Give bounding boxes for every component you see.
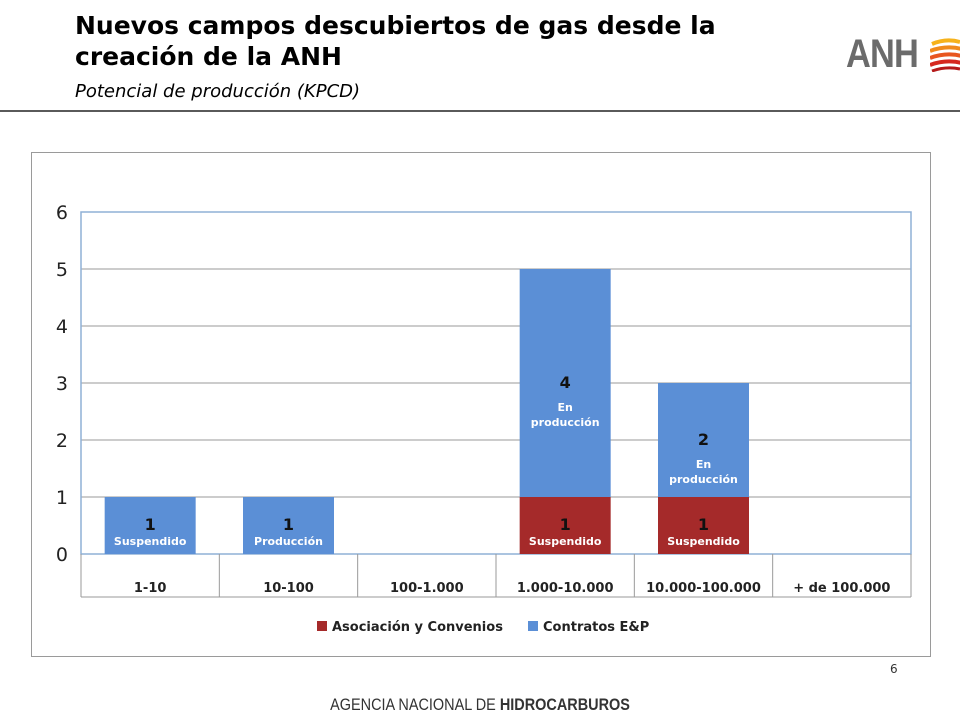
chart-container: 0 1 2 3 4 5 6 1-10 10-100 100-1.000 1.000-10.000 10… bbox=[31, 152, 931, 657]
stacked-bar-chart: 0 1 2 3 4 5 6 1-10 10-100 100-1.000 1.000-10.000 10… bbox=[56, 202, 912, 635]
x-tick-label: 1.000-10.000 bbox=[517, 581, 614, 596]
y-tick-label: 0 bbox=[56, 544, 68, 566]
footer-brand-regular: AGENCIA NACIONAL DE bbox=[330, 695, 500, 714]
footer-brand-bold: HIDROCARBUROS bbox=[499, 695, 630, 714]
data-label: 1 bbox=[698, 515, 709, 534]
y-tick-label: 5 bbox=[56, 259, 68, 281]
data-label: 1 bbox=[560, 515, 571, 534]
bar-note-line: producción bbox=[531, 416, 600, 429]
bar-note: Producción bbox=[254, 535, 323, 548]
bar-note: Suspendido bbox=[529, 535, 602, 548]
y-tick-label: 1 bbox=[56, 487, 68, 509]
bar-segment bbox=[658, 383, 749, 497]
page-title: Nuevos campos descubiertos de gas desde … bbox=[75, 11, 716, 71]
bar-segment bbox=[243, 497, 334, 554]
data-label: 1 bbox=[283, 515, 294, 534]
x-tick-label: 10-100 bbox=[263, 581, 314, 596]
bar-note-line: En bbox=[696, 458, 711, 471]
legend-label: Asociación y Convenios bbox=[332, 620, 503, 635]
x-tick-label: 100-1.000 bbox=[390, 581, 464, 596]
page-number: 6 bbox=[890, 662, 898, 676]
data-label: 1 bbox=[145, 515, 156, 534]
bar-segment bbox=[658, 497, 749, 554]
data-label: 2 bbox=[698, 430, 709, 449]
header-divider bbox=[0, 110, 960, 112]
legend-swatch bbox=[317, 621, 327, 631]
bar-note: Suspendido bbox=[114, 535, 187, 548]
y-tick-label: 4 bbox=[56, 316, 68, 338]
bar-segment bbox=[104, 497, 196, 554]
data-label: 4 bbox=[560, 373, 571, 392]
legend-label: Contratos E&P bbox=[543, 620, 649, 635]
bar-segment bbox=[519, 269, 611, 497]
bar-note-line: En bbox=[557, 401, 572, 414]
bar-note-line: producción bbox=[669, 473, 738, 486]
y-tick-label: 6 bbox=[56, 202, 68, 224]
y-tick-label: 3 bbox=[56, 373, 68, 395]
footer-brand: AGENCIA NACIONAL DE HIDROCARBUROS bbox=[72, 695, 888, 715]
x-tick-label: 1-10 bbox=[134, 581, 167, 596]
x-tick-label: 10.000-100.000 bbox=[646, 581, 761, 596]
logo-text: ANH bbox=[846, 32, 919, 76]
page-subtitle: Potencial de producción (KPCD) bbox=[75, 81, 361, 102]
anh-logo: ANH bbox=[846, 32, 960, 76]
bar-segment bbox=[519, 497, 611, 554]
logo-flame-icon bbox=[930, 38, 960, 72]
y-tick-label: 2 bbox=[56, 430, 68, 452]
bar-note: Suspendido bbox=[667, 535, 740, 548]
legend-swatch bbox=[528, 621, 538, 631]
x-tick-label: + de 100.000 bbox=[793, 581, 890, 596]
